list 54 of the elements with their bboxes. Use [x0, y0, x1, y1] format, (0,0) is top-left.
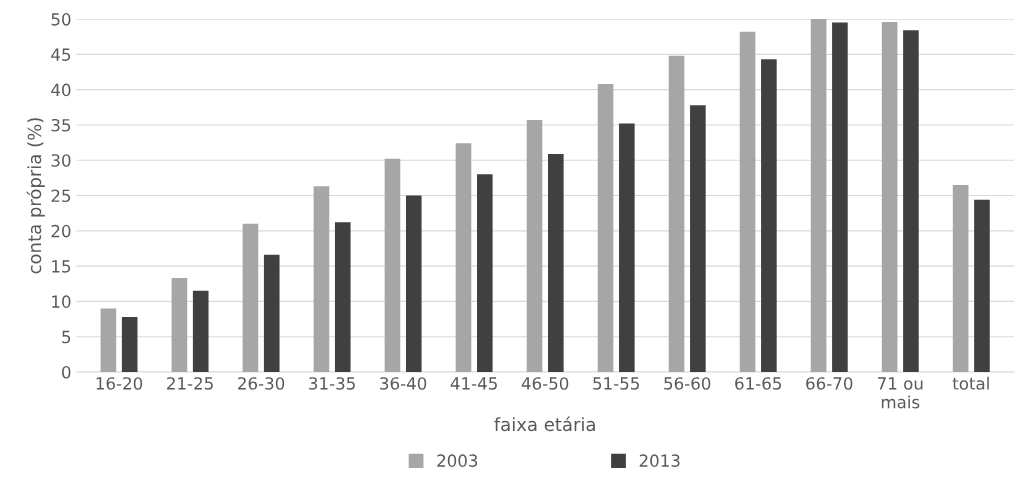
bar — [313, 186, 330, 372]
y-axis-title: conta própria (%) — [26, 118, 45, 274]
y-tick-label: 15 — [52, 260, 71, 273]
y-tick-label: 35 — [51, 118, 71, 132]
y-tick-label: 40 — [51, 83, 71, 97]
y-tick-label: 10 — [52, 295, 71, 308]
bar — [668, 55, 685, 372]
x-tick-label: 26-30 — [238, 377, 285, 390]
x-tick-label: 61-65 — [735, 377, 781, 390]
bar — [597, 84, 614, 372]
bar — [526, 120, 543, 372]
bar — [192, 290, 209, 372]
bar — [548, 153, 564, 372]
bar — [952, 184, 969, 372]
x-tick-label: 71 ou mais — [878, 377, 923, 409]
bar — [739, 31, 756, 372]
bar — [810, 19, 827, 372]
bar — [974, 199, 990, 372]
legend-label: 2013 — [639, 454, 680, 467]
x-tick-label: 46-50 — [521, 377, 569, 390]
x-tick-label: 16-20 — [96, 377, 143, 390]
x-tick-label: total — [952, 376, 989, 390]
x-axis-title: faixa etária — [494, 416, 595, 432]
y-tick-label: 50 — [51, 13, 71, 26]
y-tick-label: 25 — [51, 189, 71, 203]
bar — [903, 30, 919, 372]
y-tick-label: 30 — [51, 154, 71, 167]
x-tick-label: 66-70 — [806, 377, 853, 390]
bar — [121, 316, 138, 372]
bar — [100, 308, 117, 372]
x-tick-label: 51-55 — [593, 377, 639, 390]
legend-label: 2003 — [437, 454, 478, 467]
y-tick-label: 0 — [62, 365, 71, 379]
y-tick-label: 45 — [51, 48, 71, 61]
bar — [455, 143, 472, 372]
bar — [384, 158, 401, 372]
bar — [405, 195, 422, 372]
bar — [334, 222, 351, 372]
x-tick-label: 21-25 — [167, 377, 213, 390]
bar — [881, 21, 898, 372]
bar — [832, 22, 848, 372]
bar — [690, 105, 706, 372]
bar — [476, 174, 493, 372]
y-tick-label: 5 — [62, 330, 71, 344]
x-tick-label: 41-45 — [450, 377, 497, 390]
x-tick-label: 56-60 — [664, 377, 711, 390]
x-tick-label: 36-40 — [380, 377, 427, 390]
y-tick-label: 20 — [51, 224, 71, 238]
bar — [619, 123, 635, 372]
bar — [242, 223, 259, 372]
bar — [171, 278, 188, 372]
bar — [263, 254, 280, 372]
x-tick-label: 31-35 — [309, 377, 355, 390]
bar — [761, 59, 777, 372]
